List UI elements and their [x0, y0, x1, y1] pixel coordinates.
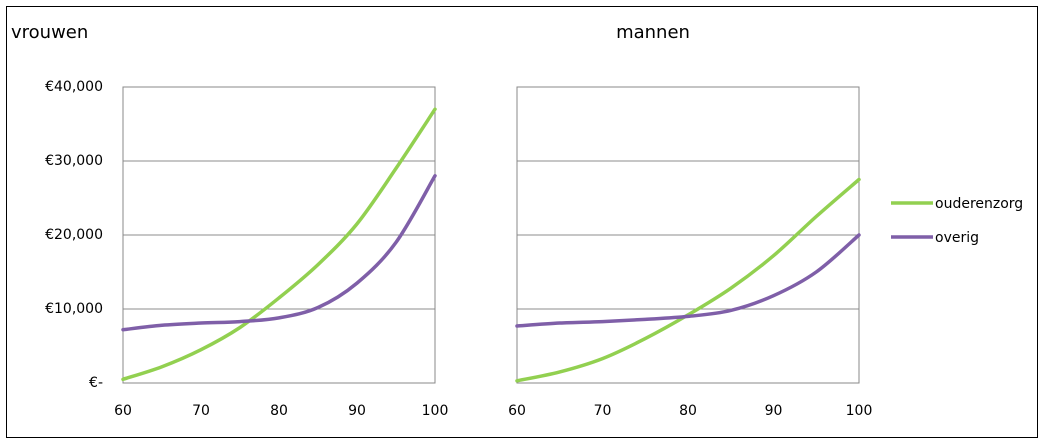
x-axis-mannen: 60 70 80 90 100	[508, 403, 872, 419]
series-line-ouderenzorg-mannen	[515, 177, 861, 383]
x-tick-label: 100	[422, 403, 449, 419]
y-tick-label: €30,000	[45, 153, 103, 169]
legend: ouderenzorg overig	[891, 196, 1023, 246]
y-tick-label: €-	[89, 375, 103, 391]
y-tick-label: €10,000	[45, 301, 103, 317]
series-line-overig-mannen	[515, 233, 861, 328]
plot-area-vrouwen	[122, 86, 436, 384]
x-axis-vrouwen: 60 70 80 90 100	[114, 403, 448, 419]
gridlines-vrouwen	[123, 160, 435, 310]
y-axis-vrouwen: €- €10,000 €20,000 €30,000 €40,000	[45, 79, 103, 391]
panel-title-vrouwen: vrouwen	[11, 22, 88, 43]
chart-svg: vrouwen mannen €- €10,000 €20,000 €30,00…	[11, 22, 1023, 419]
x-tick-label: 100	[846, 403, 873, 419]
x-tick-label: 80	[679, 403, 697, 419]
x-tick-label: 60	[508, 403, 526, 419]
legend-label-overig: overig	[935, 230, 979, 246]
panel-title-mannen: mannen	[616, 22, 690, 43]
plot-mannen: 60 70 80 90 100	[508, 86, 872, 419]
chart-frame: vrouwen mannen €- €10,000 €20,000 €30,00…	[6, 6, 1038, 438]
y-tick-label: €40,000	[45, 79, 103, 95]
x-tick-label: 90	[765, 403, 783, 419]
series-line-ouderenzorg-vrouwen	[121, 107, 437, 382]
gridlines-mannen	[517, 160, 859, 310]
x-tick-label: 60	[114, 403, 132, 419]
x-tick-label: 70	[594, 403, 612, 419]
legend-label-ouderenzorg: ouderenzorg	[935, 196, 1023, 212]
plot-vrouwen: €- €10,000 €20,000 €30,000 €40,000 60 70…	[45, 79, 448, 419]
x-tick-label: 90	[348, 403, 366, 419]
x-tick-label: 80	[270, 403, 288, 419]
x-tick-label: 70	[192, 403, 210, 419]
y-tick-label: €20,000	[45, 227, 103, 243]
series-line-overig-vrouwen	[121, 174, 437, 332]
